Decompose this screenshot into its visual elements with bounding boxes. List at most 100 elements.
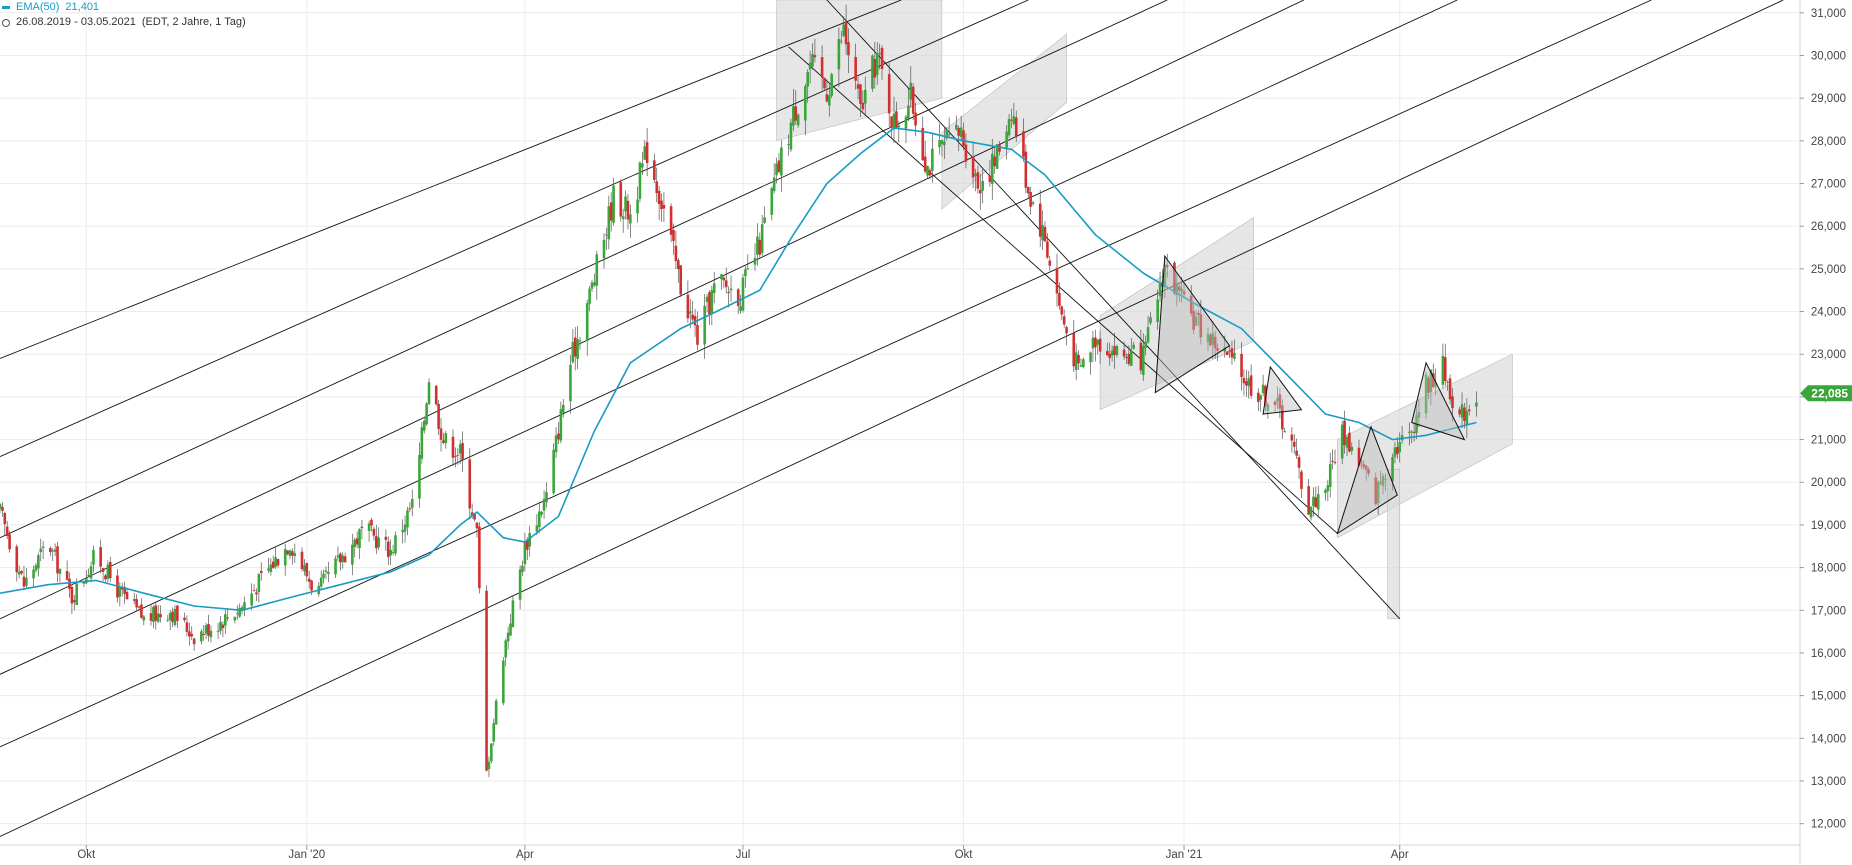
- candle-down: [573, 337, 577, 357]
- chart-legend: EMA(50) 21,401 26.08.2019 - 03.05.2021 (…: [2, 0, 246, 30]
- candle-up: [837, 39, 841, 70]
- ema-line: [0, 127, 1477, 612]
- shaded-zone: [776, 0, 943, 142]
- candle-down: [1182, 291, 1186, 295]
- candle-up: [1211, 333, 1215, 345]
- candle-down: [1173, 262, 1176, 294]
- candle-up: [590, 282, 594, 289]
- candle-down: [5, 526, 9, 537]
- candle-down: [226, 617, 229, 619]
- candle-down: [1077, 354, 1080, 364]
- ema-50-line: [0, 127, 1477, 612]
- candle-up: [612, 185, 615, 223]
- candle-down: [1427, 378, 1430, 393]
- y-tick-label: 15,000: [1811, 691, 1846, 703]
- candle-up: [219, 621, 222, 632]
- candle-down: [339, 553, 342, 563]
- candle-down: [1024, 151, 1028, 188]
- candle-down: [820, 57, 824, 78]
- candle-down: [1043, 227, 1047, 242]
- candle-down: [1108, 353, 1112, 358]
- candle-up: [293, 553, 297, 556]
- candle-up: [705, 296, 709, 303]
- x-tick-label: Apr: [516, 849, 534, 861]
- candle-down: [1177, 286, 1181, 291]
- ema-value: 21,401: [65, 1, 100, 13]
- candle-down: [911, 86, 915, 114]
- candle-up: [1350, 446, 1354, 451]
- candle-up: [92, 549, 95, 565]
- candle-down: [101, 568, 105, 572]
- candle-down: [1280, 405, 1284, 430]
- candle-up: [1259, 395, 1263, 400]
- candle-down: [957, 128, 961, 136]
- candle-down: [844, 21, 848, 45]
- candle-up: [1316, 494, 1320, 510]
- candle-down: [1209, 334, 1212, 346]
- candle-up: [204, 625, 208, 634]
- candle-up: [1149, 317, 1152, 324]
- candle-up: [789, 122, 793, 150]
- candle-up: [760, 224, 764, 253]
- candle-down: [104, 575, 107, 580]
- candle-down: [691, 314, 694, 320]
- candle-up: [643, 146, 647, 160]
- candle-down: [1189, 295, 1193, 314]
- triangle-pattern: [1262, 365, 1303, 415]
- candle-down: [8, 534, 11, 550]
- candle-up: [403, 524, 407, 532]
- candle-up: [1206, 333, 1210, 343]
- candle-down: [300, 551, 304, 570]
- candle-up: [636, 199, 639, 214]
- x-tick-label: Apr: [1391, 849, 1409, 861]
- candle-up: [89, 566, 93, 579]
- candle-down: [22, 576, 26, 587]
- candle-up: [377, 537, 380, 548]
- candle-up: [746, 268, 750, 270]
- candle-up: [235, 613, 239, 615]
- candle-up: [1376, 481, 1380, 503]
- candle-down: [1331, 460, 1334, 462]
- candle-down: [1060, 306, 1064, 315]
- candle-up: [243, 602, 246, 610]
- candle-down: [1458, 409, 1461, 415]
- candle-down: [672, 230, 675, 241]
- candle-up: [875, 53, 879, 76]
- candle-up: [554, 435, 558, 452]
- candle-up: [1110, 350, 1114, 356]
- candle-up: [53, 549, 57, 552]
- candle-down: [271, 561, 275, 568]
- candle-up: [506, 632, 510, 642]
- trend-line: [0, 0, 1458, 675]
- candle-up: [1194, 316, 1198, 326]
- candle-up: [200, 631, 203, 642]
- candle-down: [99, 547, 102, 567]
- candle-down: [132, 599, 136, 601]
- candle-down: [140, 604, 143, 618]
- ema-label: EMA(50): [16, 1, 60, 13]
- candle-up: [1012, 116, 1016, 124]
- candle-up: [1096, 339, 1100, 345]
- trend-line: [0, 0, 1652, 748]
- candle-up: [504, 640, 508, 658]
- candle-down: [49, 548, 52, 553]
- y-tick-label: 24,000: [1811, 307, 1846, 319]
- candle-up: [569, 364, 572, 402]
- candle-up: [32, 569, 35, 579]
- candle-up: [981, 180, 984, 191]
- candle-up: [1408, 431, 1411, 433]
- candle-down: [1396, 447, 1399, 455]
- candle-down: [921, 127, 925, 161]
- candle-down: [451, 436, 455, 458]
- candle-down: [686, 294, 690, 319]
- candle-down: [1228, 350, 1231, 352]
- candle-up: [990, 153, 994, 184]
- candle-up: [1144, 341, 1147, 348]
- candle-down: [1357, 447, 1361, 467]
- candle-up: [341, 555, 345, 563]
- candle-up: [518, 569, 522, 600]
- candle-down: [171, 611, 174, 622]
- candle-up: [595, 254, 599, 286]
- candle-down: [1072, 332, 1076, 367]
